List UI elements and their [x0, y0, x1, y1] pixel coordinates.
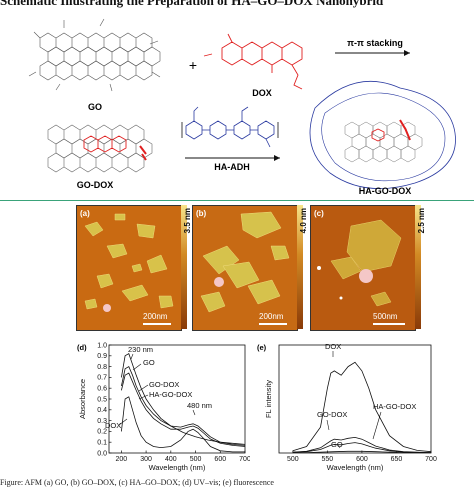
- stacking-arrowhead: [404, 50, 410, 56]
- afm-b-colorbar-label: 4.0 nm: [299, 208, 308, 234]
- annotation-pointer: [132, 363, 142, 371]
- afm-a-scalebar: [143, 323, 171, 325]
- y-tick-label: 0.0: [97, 450, 107, 457]
- afm-b-letter: (b): [196, 209, 207, 218]
- annotation-label: 230 nm: [128, 345, 153, 354]
- x-tick-label: 600: [214, 456, 226, 463]
- annotation-pointer: [372, 411, 382, 440]
- y-tick-label: 0.1: [97, 440, 107, 447]
- afm-a-scale-text: 200nm: [143, 312, 168, 321]
- x-tick-label: 600: [356, 456, 368, 463]
- annotation-pointer: [130, 353, 134, 360]
- y-tick-label: 0.6: [97, 386, 107, 393]
- afm-c-scalebar: [373, 323, 405, 325]
- annotation-label: HA-GO-DOX: [373, 402, 416, 411]
- afm-c-colorbar-label: 2.5 nm: [417, 208, 426, 234]
- annotation-label: GO: [331, 440, 343, 449]
- annotation-pointer: [138, 384, 149, 392]
- series-line-ha-go-dox: [121, 372, 246, 447]
- x-tick-label: 650: [391, 456, 403, 463]
- scheme-title: Schematic Illustrating the Preparation o…: [0, 0, 384, 8]
- x-tick-label: 700: [239, 456, 250, 463]
- x-tick-label: 550: [322, 456, 334, 463]
- annotation-label: DOX: [325, 342, 341, 351]
- afm-c-image: [311, 206, 415, 330]
- fluorescence-chart: (e) 500 550 600 650 700 Wavelength (nm) FL inte…: [257, 342, 437, 472]
- series-line-dox: [121, 396, 245, 453]
- afm-a-image: [77, 206, 181, 330]
- afm-c-colorbar: [415, 205, 421, 329]
- ha-go-dox-illustration: [309, 81, 456, 189]
- x-tick-label: 500: [190, 456, 202, 463]
- afm-c-scale-text: 500nm: [373, 312, 398, 321]
- afm-c-letter: (c): [314, 209, 324, 218]
- y-tick-label: 0.3: [97, 418, 107, 425]
- afm-panel-c: (c) 500nm: [310, 205, 416, 331]
- ha-adh-label: HA-ADH: [214, 162, 250, 172]
- series-line-go: [121, 353, 246, 445]
- annotation-pointer: [337, 444, 341, 449]
- afm-a-letter: (a): [80, 209, 90, 218]
- figure-caption: Figure: AFM (a) GO, (b) GO–DOX, (c) HA–G…: [0, 478, 274, 487]
- annotation-label: GO-DOX: [149, 380, 179, 389]
- annotation-pointer: [138, 394, 149, 400]
- x-axis-label: Wavelength (nm): [327, 463, 384, 472]
- annotation-label: GO: [143, 358, 155, 367]
- y-tick-label: 0.7: [97, 375, 107, 382]
- afm-a-colorbar: [181, 205, 187, 329]
- annotation-label: GO-DOX: [317, 410, 347, 419]
- y-tick-label: 0.8: [97, 364, 107, 371]
- panel-letter: (e): [257, 343, 267, 352]
- dox-molecule-illustration: [203, 33, 303, 90]
- go-dox-illustration: [47, 124, 153, 173]
- x-tick-label: 300: [140, 456, 152, 463]
- y-axis-label: Absorbance: [78, 379, 87, 419]
- y-axis-label: FL intensity: [264, 380, 273, 418]
- plot-frame: [278, 344, 432, 454]
- y-tick-label: 0.5: [97, 396, 107, 403]
- afm-b-scale-text: 200nm: [259, 312, 284, 321]
- series-line-go: [292, 450, 431, 453]
- x-tick-label: 700: [425, 456, 437, 463]
- go-dox-dox-overlay: [83, 135, 147, 161]
- ha-adh-arrowhead: [274, 155, 280, 161]
- scheme-diagram: GO + DOX π-π stacking GO-DOX HA-ADH: [28, 18, 456, 196]
- plus-sign: +: [189, 57, 197, 73]
- stacking-label: π-π stacking: [347, 38, 403, 48]
- x-tick-label: 400: [165, 456, 177, 463]
- y-tick-label: 1.0: [97, 342, 107, 349]
- annotation-pointer: [326, 419, 330, 431]
- series-line-go-dox: [292, 436, 432, 453]
- series-line-dox: [292, 361, 432, 453]
- go-label: GO: [88, 102, 102, 112]
- x-tick-label: 500: [287, 456, 299, 463]
- uv-vis-chart: (d) 200 300 400 500 600 700 0.0 0.1 0.2 0.3 0.4 0.5 0…: [77, 342, 250, 472]
- x-tick-label: 200: [116, 456, 128, 463]
- go-dox-label: GO-DOX: [77, 180, 114, 190]
- afm-b-image: [193, 206, 297, 330]
- dox-label: DOX: [252, 88, 272, 98]
- section-divider: [0, 200, 474, 201]
- x-axis-label: Wavelength (nm): [149, 463, 206, 472]
- annotation-pointer: [118, 418, 128, 426]
- annotation-label: DOX: [105, 421, 121, 430]
- afm-a-colorbar-label: 3.5 nm: [183, 208, 192, 234]
- annotation-label: 480 nm: [187, 401, 212, 410]
- annotation-pointer: [192, 409, 196, 416]
- afm-panel-a: (a) 200nm: [76, 205, 182, 331]
- y-tick-label: 0.4: [97, 407, 107, 414]
- y-tick-label: 0.2: [97, 429, 107, 436]
- afm-b-colorbar: [297, 205, 303, 329]
- afm-panel-b: (b) 200nm: [192, 205, 298, 331]
- ha-adh-illustration: [181, 106, 279, 148]
- ha-go-dox-label: HA-GO-DOX: [359, 186, 412, 196]
- series-line-ha-go-dox: [292, 442, 431, 453]
- series-line-go-dox: [121, 366, 246, 446]
- annotation-label: HA-GO-DOX: [149, 390, 192, 399]
- go-sheet-illustration: [28, 18, 161, 92]
- y-tick-label: 0.9: [97, 353, 107, 360]
- afm-b-scalebar: [259, 323, 287, 325]
- panel-letter: (d): [77, 343, 87, 352]
